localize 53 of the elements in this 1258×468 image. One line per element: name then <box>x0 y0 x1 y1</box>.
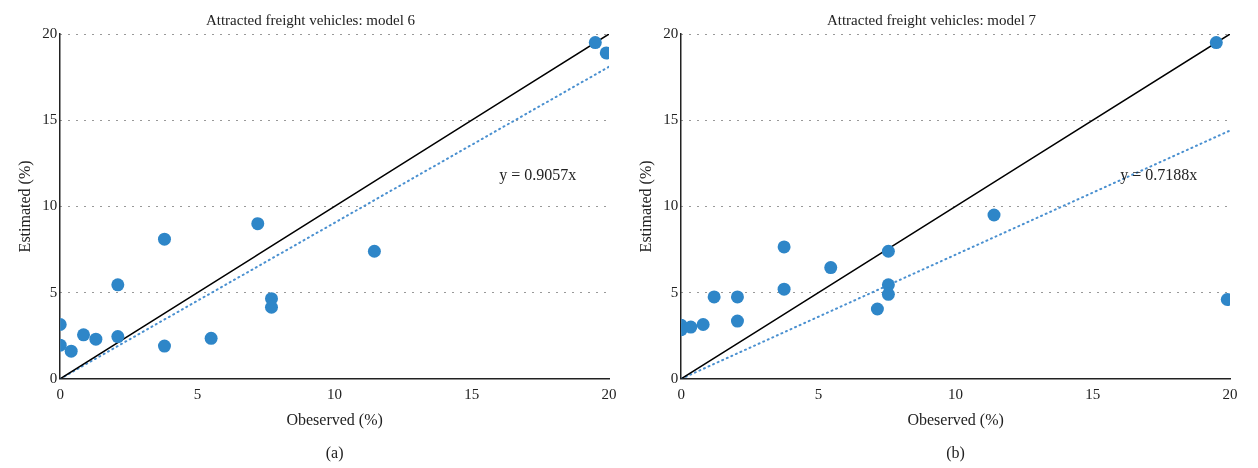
point <box>696 317 710 331</box>
y-tick-label: 5 <box>670 283 679 300</box>
y-tick-label: 5 <box>49 283 58 300</box>
point <box>204 331 218 345</box>
point <box>367 244 381 258</box>
point <box>881 244 895 258</box>
x-tick-label: 10 <box>327 385 343 402</box>
chart-title: Attracted freight vehicles: model 6 <box>205 11 416 28</box>
point <box>588 36 602 50</box>
point <box>730 290 744 304</box>
text: (b) <box>946 444 965 463</box>
point <box>251 217 265 231</box>
x-tick-label: 5 <box>193 385 202 402</box>
y-tick-label: 0 <box>670 369 679 386</box>
y-tick-label: 10 <box>42 197 58 214</box>
point <box>777 240 791 254</box>
y-axis-title: Estimated (%) <box>15 160 34 253</box>
y-tick-label: 20 <box>663 24 679 41</box>
point <box>881 287 895 301</box>
point <box>870 302 884 316</box>
point <box>157 232 171 246</box>
x-tick-label: 15 <box>464 385 480 402</box>
x-tick-label: 5 <box>814 385 823 402</box>
point <box>1209 36 1223 50</box>
x-tick-label: 20 <box>1222 385 1238 402</box>
y-tick-label: 0 <box>49 369 58 386</box>
point <box>707 290 721 304</box>
point <box>684 320 698 334</box>
point <box>264 300 278 314</box>
annotation: y = 0.7188x <box>1120 165 1198 184</box>
x-tick-label: 20 <box>601 385 617 402</box>
text: (a) <box>325 444 344 463</box>
point <box>987 208 1001 222</box>
y-tick-label: 20 <box>42 24 58 41</box>
y-tick-label: 15 <box>42 111 58 128</box>
point <box>777 282 791 296</box>
y-tick-label: 15 <box>663 111 679 128</box>
point <box>157 339 171 353</box>
x-tick-label: 10 <box>948 385 964 402</box>
chart-title: Attracted freight vehicles: model 7 <box>826 11 1037 28</box>
point <box>77 328 91 342</box>
y-axis-title: Estimated (%) <box>636 160 655 253</box>
annotation: y = 0.9057x <box>499 165 577 184</box>
point <box>64 344 78 358</box>
point <box>111 278 125 292</box>
x-axis-title: Obeserved (%) <box>286 410 383 429</box>
point <box>111 330 125 344</box>
x-axis-title: Obeserved (%) <box>907 410 1004 429</box>
x-tick-label: 15 <box>1085 385 1101 402</box>
point <box>824 261 838 275</box>
point <box>89 332 103 346</box>
y-tick-label: 10 <box>663 197 679 214</box>
point <box>730 314 744 328</box>
